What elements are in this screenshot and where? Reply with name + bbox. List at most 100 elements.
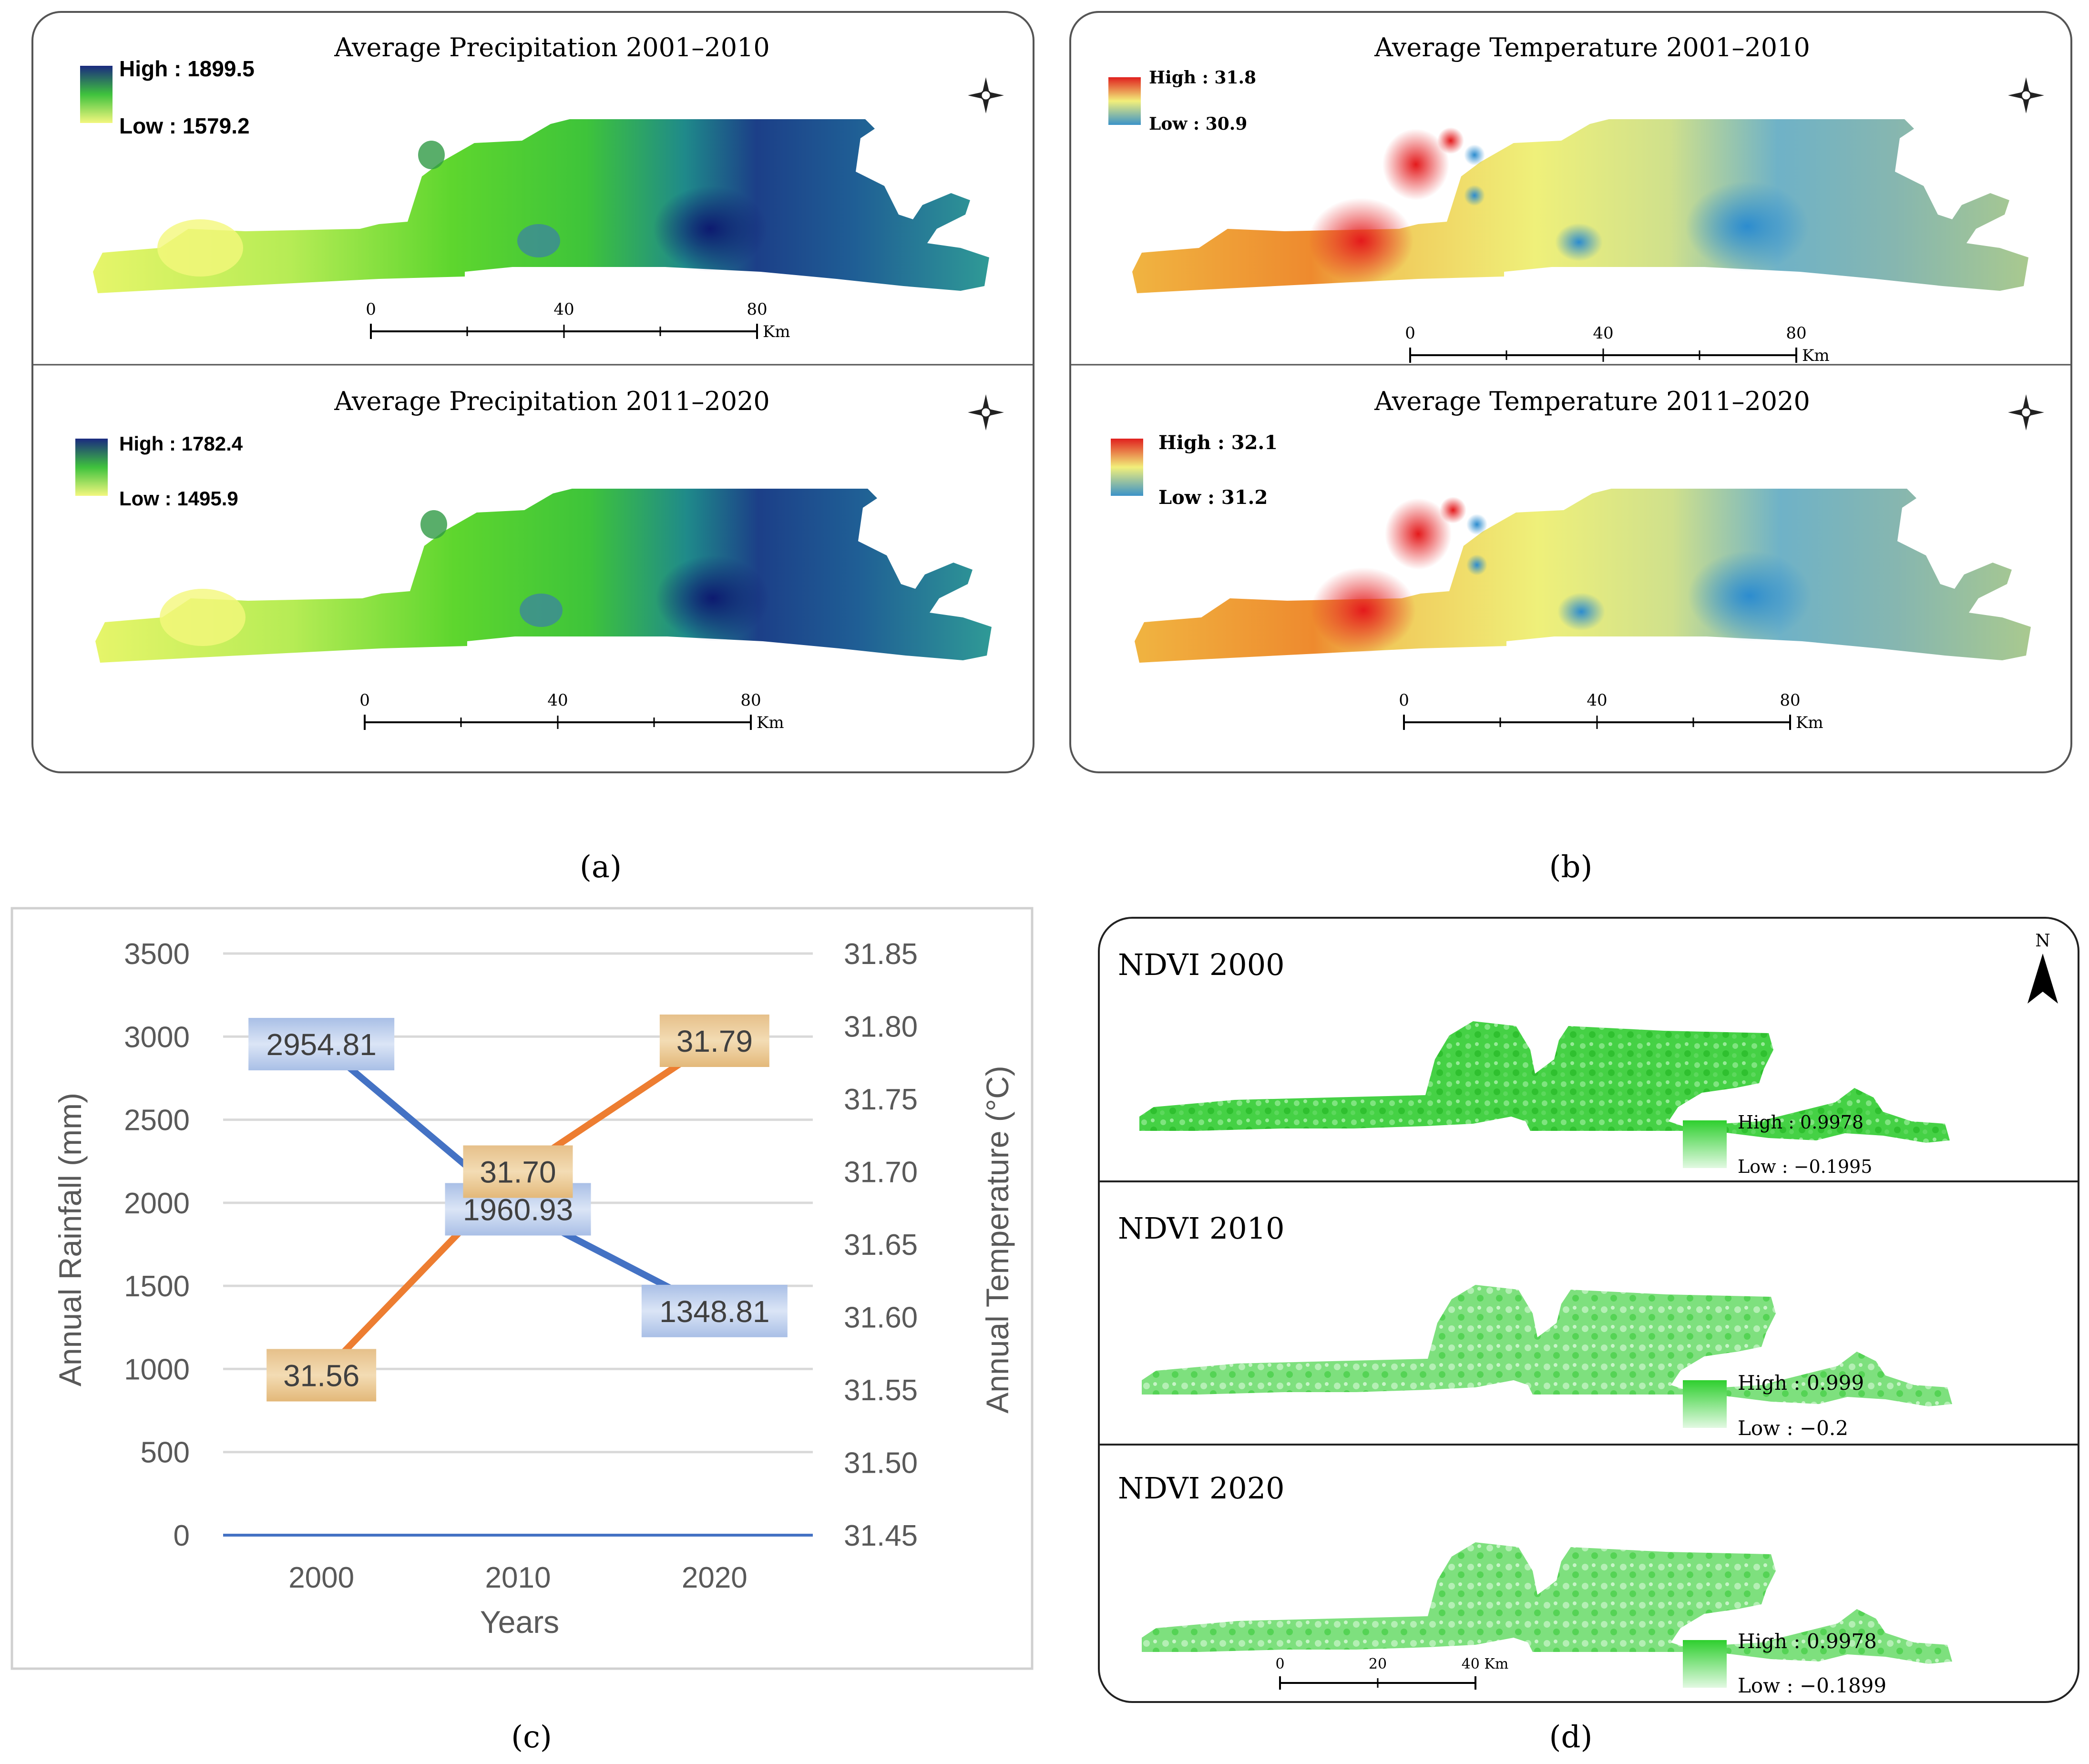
scale-bar: 0 20 40 Km [1275,1656,1508,1690]
legend-high: High : 0.9978 [1738,1630,1877,1653]
x-tick-label: 2020 [682,1561,748,1594]
data-label-box [463,1145,573,1198]
temp-region [1132,119,2028,293]
temp-map-2011-2020: Average Temperature 2011–2020 High : 32.… [1111,386,2044,732]
data-label-box [248,1018,395,1071]
left-tick-label: 0 [174,1519,190,1552]
scale-tick: 0 [1405,324,1415,343]
precip-map-2011-2020: Average Precipitation 2011–2020 High : 1… [75,386,1004,732]
left-tick-label: 3000 [124,1021,190,1054]
x-axis-label: Years [480,1604,559,1640]
right-tick-label: 31.50 [844,1447,918,1480]
chart-frame [10,907,1034,1670]
right-tick-label: 31.65 [844,1229,918,1261]
legend-high: High : 1782.4 [119,432,243,455]
scale-bar: 0 40 80 Km [366,300,790,341]
map-title: Average Precipitation 2001–2010 [334,32,770,62]
x-tick-label: 2010 [485,1561,551,1594]
scale-tick: 20 [1369,1656,1387,1672]
precip-region [95,489,992,663]
left-tick-label: 2500 [124,1104,190,1137]
data-label: 2954.81 [266,1027,376,1062]
caption-b: (b) [1549,850,1593,885]
legend-colorbar [1111,439,1143,496]
legend-high: High : 32.1 [1158,431,1278,454]
scale-tick: 80 [1786,324,1806,343]
north-arrow-icon: N [2028,931,2058,1004]
right-tick-label: 31.85 [844,938,918,971]
legend-low: Low : 30.9 [1149,114,1247,134]
legend-low: Low : −0.1995 [1738,1156,1872,1177]
legend-low: Low : 1495.9 [119,487,238,510]
map-title: Average Temperature 2011–2020 [1374,386,1810,416]
legend-low: Low : 1579.2 [119,113,250,138]
compass-icon [968,394,1004,431]
data-label-box [266,1349,377,1402]
right-axis: 31.45 31.50 31.55 31.60 31.65 31.70 31.75 31.80… [844,938,918,1552]
scale-tick: 40 Km [1462,1656,1509,1672]
data-label: 1348.81 [659,1294,769,1329]
legend-low: Low : −0.2 [1738,1416,1848,1440]
right-tick-label: 31.80 [844,1011,918,1044]
legend-low: Low : −0.1899 [1738,1674,1886,1697]
legend-high: High : 1899.5 [119,56,255,81]
legend-colorbar [1683,1640,1727,1688]
precip-region [93,119,989,293]
scale-unit: Km [763,322,790,341]
scale-tick: 0 [359,691,370,710]
scale-tick: 0 [1399,691,1409,710]
data-label: 1960.93 [463,1192,573,1227]
compass-icon [968,77,1004,113]
data-label-box [641,1284,788,1337]
right-tick-label: 31.75 [844,1083,918,1116]
data-label: 31.79 [676,1024,753,1058]
ndvi-map-2020: NDVI 2020 High : 0.9978 Low : −0.1899 0 … [1118,1471,1952,1697]
scale-tick: 40 [1587,691,1607,710]
legend-high: High : 31.8 [1149,68,1256,88]
scale-bar: 0 40 80 Km [1399,691,1823,732]
scale-tick: 80 [1780,691,1800,710]
left-tick-label: 1000 [124,1353,190,1386]
left-axis: 0 500 1000 1500 2000 2500 3000 3500 [124,938,190,1552]
map-title: Average Temperature 2001–2010 [1374,32,1810,62]
scale-bar: 0 40 80 Km [1405,324,1829,365]
y-axis-label-right: Annual Temperature (°C) [980,1066,1015,1414]
map-title: Average Precipitation 2011–2020 [334,386,770,416]
scale-tick: 40 [553,300,574,319]
legend-colorbar [1683,1120,1727,1168]
left-tick-label: 500 [141,1436,190,1469]
scale-tick: 0 [366,300,376,319]
scale-tick: 80 [747,300,767,319]
legend-colorbar [1683,1380,1727,1428]
compass-icon [2008,77,2044,113]
scale-unit: Km [1802,346,1830,365]
legend-colorbar [1108,77,1141,125]
temp-map-2001-2010: Average Temperature 2001–2010 High : 31.… [1108,32,2044,365]
x-tick-label: 2000 [288,1561,354,1594]
chart-series: 2954.81 1960.93 1348.81 31.56 31.70 31.79 [248,1015,788,1402]
scale-unit: Km [1796,713,1823,732]
legend-colorbar [75,439,108,496]
right-tick-label: 31.45 [844,1519,918,1552]
temp-region [1135,489,2031,663]
panel-d: N NDVI 2000 High : 0.9978 Low : −0.1995 … [1098,917,2079,1755]
caption-c: (c) [511,1720,552,1755]
scale-tick: 40 [1593,324,1613,343]
data-label: 31.70 [480,1155,556,1190]
scale-tick: 80 [740,691,761,710]
panel-b: Average Temperature 2001–2010 High : 31.… [1069,11,2072,885]
scale-unit: Km [757,713,784,732]
ndvi-map-2010: NDVI 2010 High : 0.999 Low : −0.2 [1118,1211,1952,1440]
scale-bar: 0 40 80 Km [359,691,784,732]
data-label: 31.56 [283,1359,359,1393]
map-title: NDVI 2020 [1118,1471,1285,1506]
caption-d: (d) [1549,1720,1593,1755]
precip-map-2001-2010: Average Precipitation 2001–2010 High : 1… [80,32,1004,341]
x-axis: 2000 2010 2020 [288,1561,748,1594]
legend-high: High : 0.999 [1738,1371,1864,1395]
scale-tick: 0 [1275,1656,1284,1672]
left-tick-label: 2000 [124,1187,190,1220]
right-tick-label: 31.55 [844,1374,918,1407]
